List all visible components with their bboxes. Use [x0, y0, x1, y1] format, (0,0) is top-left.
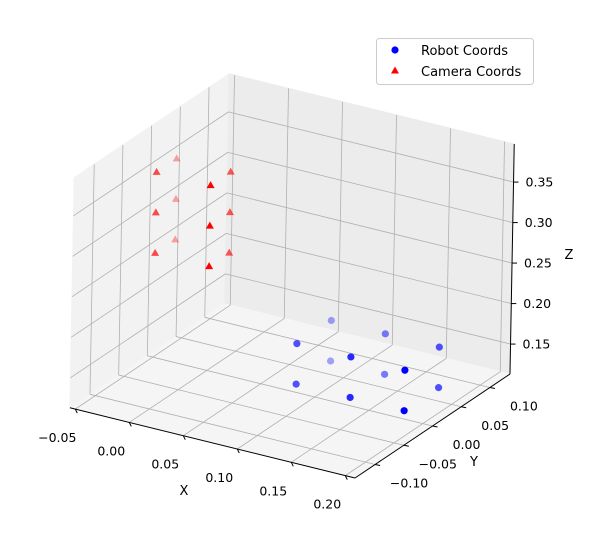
y-tick-label: 0.10	[510, 399, 538, 414]
z-grid-left	[73, 111, 229, 217]
robot-coord-point	[327, 316, 335, 325]
z-tick-label: 0.15	[523, 337, 551, 352]
x-tick-label: 0.05	[151, 457, 179, 472]
x-tick-label: 0.10	[205, 470, 233, 485]
z-grid-left	[72, 152, 228, 257]
z-grid-left	[71, 192, 228, 298]
legend-camera-label: Camera Coords	[421, 65, 522, 80]
camera-coord-point	[172, 154, 181, 162]
camera-coord-point	[151, 208, 160, 216]
camera-coord-point	[151, 248, 160, 256]
x-axis-label: X	[180, 484, 189, 499]
y-grid-floor	[118, 374, 404, 446]
camera-coord-point	[225, 208, 234, 216]
y-tick-mark	[403, 444, 409, 447]
camera-coord-point	[226, 167, 235, 175]
y-tick-mark	[489, 387, 495, 390]
y-tick-label: 0.00	[453, 437, 481, 452]
y-tick-label: −0.10	[390, 476, 428, 491]
y-grid-floor	[89, 393, 376, 465]
tick-labels: −0.050.000.050.100.150.20−0.10−0.050.000…	[38, 175, 553, 512]
z-axis-line	[509, 144, 515, 375]
x-tick-label: −0.05	[38, 430, 76, 445]
z-grid-back	[227, 151, 513, 223]
y-grid-floor	[147, 355, 433, 427]
camera-coord-point	[205, 262, 214, 270]
x-axis-line	[69, 407, 356, 479]
y-axis-label: Y	[469, 455, 478, 470]
y-tick-label: −0.05	[419, 456, 457, 471]
data-points	[151, 154, 443, 415]
x-tick-label: 0.00	[97, 443, 125, 458]
y-tick-label: 0.05	[481, 418, 509, 433]
x-tick-mark	[128, 422, 132, 427]
x-tick-mark	[74, 408, 78, 414]
legend: Robot Coords Camera Coords	[376, 38, 534, 85]
legend-robot-marker	[391, 46, 399, 54]
camera-coord-point	[171, 235, 180, 243]
camera-coord-point	[152, 167, 161, 175]
z-grid-left	[70, 273, 226, 379]
x-tick-mark	[236, 448, 240, 454]
z-grid-back	[226, 192, 513, 264]
camera-coord-point	[205, 221, 214, 229]
robot-coord-point	[400, 407, 408, 415]
robot-coord-point	[401, 366, 409, 374]
z-grid-back	[226, 232, 512, 304]
y-tick-mark	[374, 464, 381, 467]
legend-robot-label: Robot Coords	[421, 44, 508, 59]
robot-coord-point	[347, 353, 355, 361]
z-tick-label: 0.30	[525, 215, 553, 230]
camera-coord-point	[225, 248, 234, 256]
robot-coord-point	[435, 343, 443, 351]
z-grid-back	[225, 273, 511, 345]
grid-lines	[70, 75, 514, 476]
z-axis-label: Z	[565, 248, 574, 263]
x-tick-label: 0.15	[259, 483, 287, 498]
axis-lines	[69, 144, 519, 480]
legend-camera-marker	[391, 66, 399, 74]
x-tick-mark	[344, 475, 348, 480]
legend-frame	[376, 38, 534, 85]
camera-coord-point	[171, 194, 180, 202]
z-tick-label: 0.20	[523, 296, 551, 311]
x-tick-label: 0.20	[313, 497, 341, 512]
z-tick-label: 0.25	[524, 256, 552, 271]
x-tick-mark	[290, 462, 294, 467]
robot-coord-point	[380, 370, 389, 378]
z-tick-label: 0.35	[526, 175, 554, 190]
y-tick-mark	[461, 406, 467, 409]
robot-coord-point	[326, 357, 335, 365]
robot-coord-point	[292, 380, 300, 388]
z-grid-left	[70, 233, 227, 338]
camera-coord-point	[206, 181, 215, 189]
y-grid-floor	[175, 336, 462, 408]
y-grid-floor	[204, 316, 490, 388]
y-tick-mark	[432, 425, 438, 428]
robot-coord-point	[346, 393, 354, 402]
robot-coord-point	[293, 340, 301, 348]
robot-coord-point	[381, 330, 389, 338]
x-tick-mark	[182, 435, 186, 440]
robot-coord-point	[434, 384, 443, 392]
z-grid-back	[228, 111, 514, 183]
